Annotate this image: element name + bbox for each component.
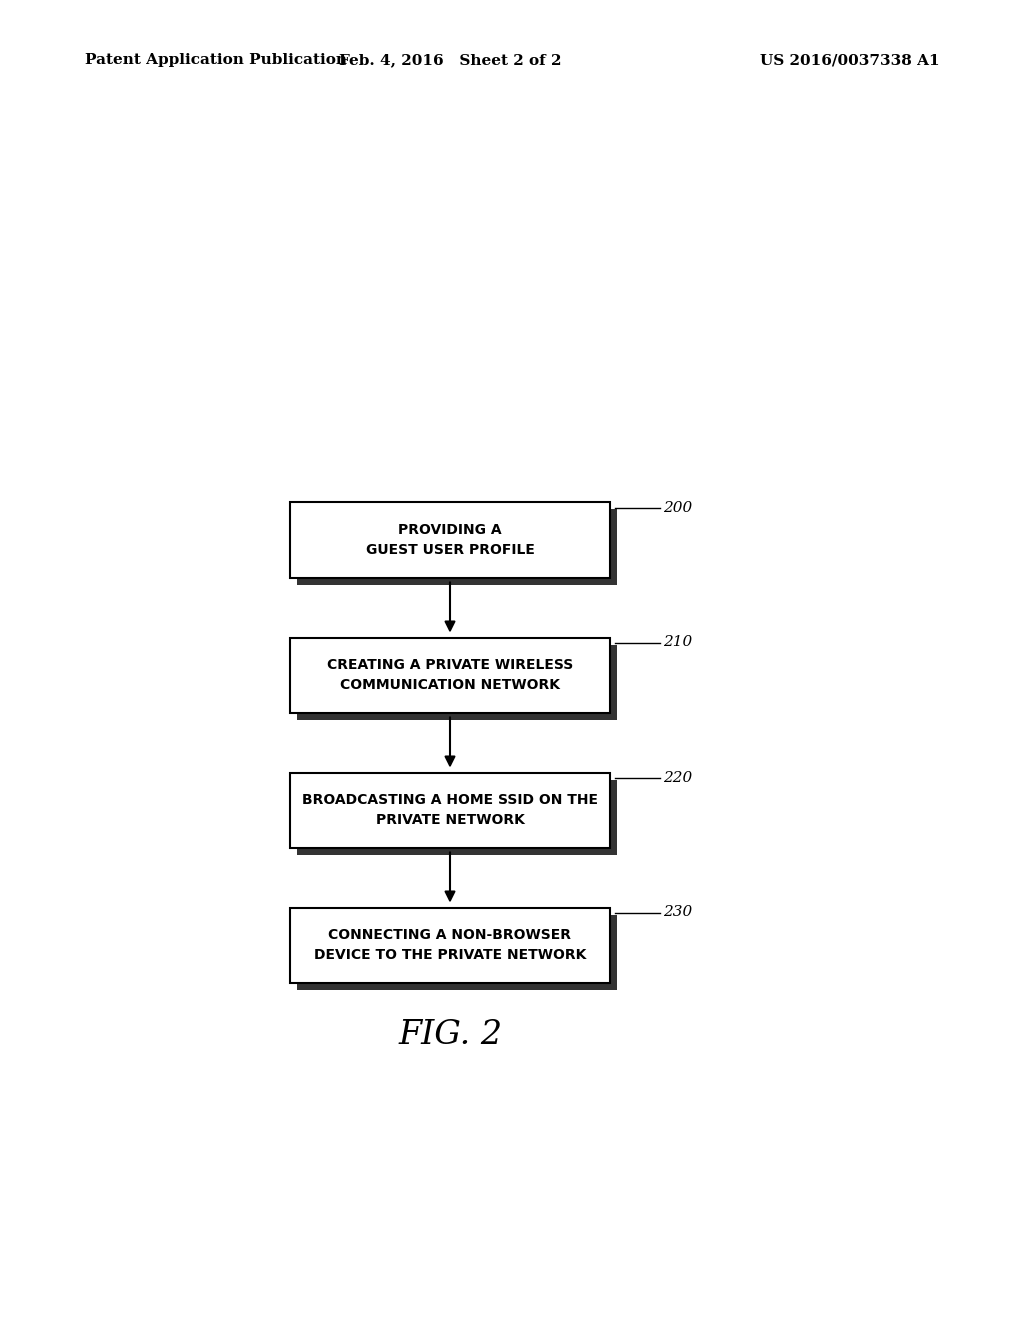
Bar <box>297 915 617 990</box>
Bar <box>297 780 617 854</box>
Text: Feb. 4, 2016   Sheet 2 of 2: Feb. 4, 2016 Sheet 2 of 2 <box>339 53 561 67</box>
Text: US 2016/0037338 A1: US 2016/0037338 A1 <box>760 53 940 67</box>
Text: 200: 200 <box>663 500 692 515</box>
Bar <box>290 503 610 578</box>
Bar <box>290 772 610 847</box>
Bar <box>290 638 610 713</box>
Text: FIG. 2: FIG. 2 <box>398 1019 503 1051</box>
Bar <box>297 644 617 719</box>
Text: 230: 230 <box>663 906 692 920</box>
Text: 220: 220 <box>663 771 692 784</box>
Bar <box>290 908 610 982</box>
Bar <box>297 510 617 585</box>
Text: 210: 210 <box>663 635 692 649</box>
Text: CREATING A PRIVATE WIRELESS
COMMUNICATION NETWORK: CREATING A PRIVATE WIRELESS COMMUNICATIO… <box>327 659 573 692</box>
Text: PROVIDING A
GUEST USER PROFILE: PROVIDING A GUEST USER PROFILE <box>366 523 535 557</box>
Text: CONNECTING A NON-BROWSER
DEVICE TO THE PRIVATE NETWORK: CONNECTING A NON-BROWSER DEVICE TO THE P… <box>313 928 586 962</box>
Text: Patent Application Publication: Patent Application Publication <box>85 53 347 67</box>
Text: BROADCASTING A HOME SSID ON THE
PRIVATE NETWORK: BROADCASTING A HOME SSID ON THE PRIVATE … <box>302 793 598 826</box>
